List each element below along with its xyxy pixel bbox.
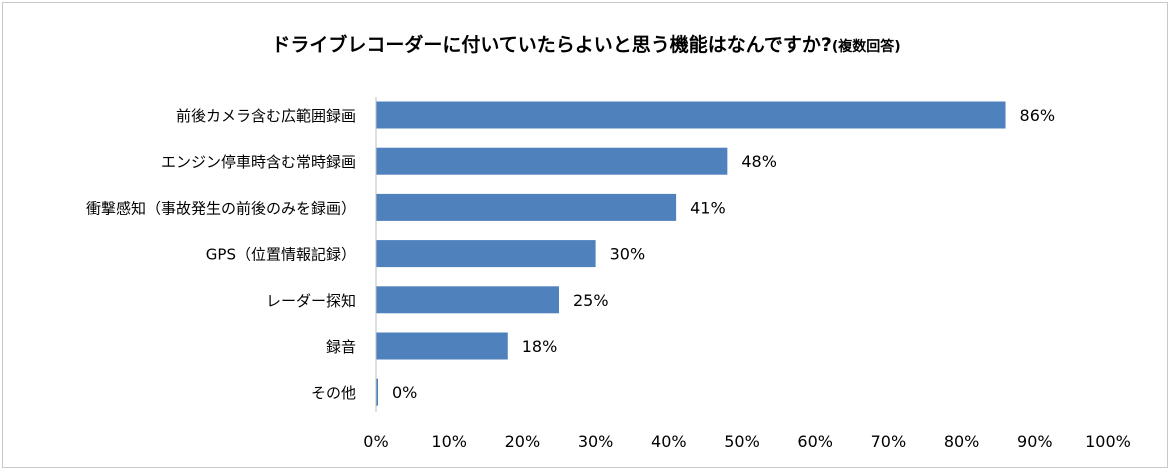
value-labels: 86% 48% 41% 30% 25% 18% 0% <box>392 106 1055 402</box>
bar-2 <box>376 193 677 221</box>
x-tick-label-6: 60% <box>797 432 833 451</box>
bar-6 <box>376 378 378 406</box>
chart-title-main: ドライブレコーダーに付いていたらよいと思う機能はなんですか? <box>271 34 832 56</box>
x-tick-label-4: 40% <box>651 432 687 451</box>
category-label-5: 録音 <box>326 338 356 356</box>
category-label-3: GPS（位置情報記録） <box>206 246 356 264</box>
x-tick-label-0: 0% <box>363 432 388 451</box>
value-label-4: 25% <box>573 291 609 310</box>
x-tick-label-5: 50% <box>724 432 760 451</box>
category-label-2: 衝撃感知（事故発生の前後のみを録画） <box>86 199 356 217</box>
value-label-3: 30% <box>610 245 646 264</box>
bar-4 <box>376 286 559 314</box>
category-label-0: 前後カメラ含む広範囲録画 <box>176 107 356 125</box>
x-tick-label-8: 80% <box>944 432 980 451</box>
bar-1 <box>376 147 728 175</box>
category-labels: 前後カメラ含む広範囲録画エンジン停車時含む常時録画衝撃感知（事故発生の前後のみを… <box>86 107 356 402</box>
x-tick-label-7: 70% <box>871 432 907 451</box>
x-tick-label-3: 30% <box>578 432 614 451</box>
category-label-1: エンジン停車時含む常時録画 <box>161 153 356 171</box>
bar-0 <box>376 101 1006 129</box>
value-label-2: 41% <box>690 198 726 217</box>
value-label-0: 86% <box>1020 106 1056 125</box>
x-tick-label-1: 10% <box>431 432 467 451</box>
chart-subtitle: (複数回答) <box>831 39 901 55</box>
x-tick-label-9: 90% <box>1017 432 1053 451</box>
bar-5 <box>376 332 508 360</box>
category-label-6: その他 <box>311 384 356 402</box>
x-tick-label-10: 100% <box>1085 432 1131 451</box>
bars-group <box>376 101 1006 406</box>
category-label-4: レーダー探知 <box>266 292 356 310</box>
value-label-6: 0% <box>392 383 417 402</box>
x-tick-label-2: 20% <box>505 432 541 451</box>
bar-3 <box>376 240 596 268</box>
x-tick-labels: 0% 10% 20% 30% 40% 50% 60% 70% 80% 90% 100% <box>363 432 1131 451</box>
chart-title: ドライブレコーダーに付いていたらよいと思う機能はなんですか?(複数回答) <box>0 30 1172 57</box>
value-label-5: 18% <box>522 337 558 356</box>
value-label-1: 48% <box>741 152 777 171</box>
